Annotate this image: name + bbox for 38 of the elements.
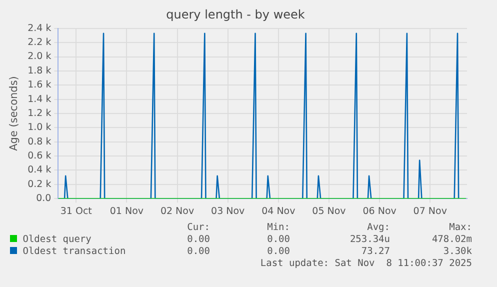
text: 0.00 <box>187 234 210 245</box>
text: 0.00 <box>187 246 210 257</box>
text: 0.00 <box>267 246 290 257</box>
text: 3.30k <box>443 246 472 257</box>
y-tick-label: 2.4 k <box>28 22 52 34</box>
y-tick-label: 0.6 k <box>28 150 52 162</box>
x-tick-label: 02 Nov <box>160 206 194 217</box>
text: 478.02m <box>432 234 472 245</box>
y-tick-label: 1.2 k <box>28 108 52 119</box>
chart-title: query length - by week <box>166 7 305 22</box>
y-tick-label: 0.4 k <box>28 164 52 176</box>
y-tick-label: 1.0 k <box>28 122 52 134</box>
text: Max: <box>449 222 472 233</box>
x-tick-label: 01 Nov <box>110 206 144 217</box>
y-tick-label: 0.0 <box>36 193 52 204</box>
x-tick-label: 03 Nov <box>211 206 246 217</box>
y-tick-label: 2.2 k <box>28 37 52 48</box>
y-tick-label: 1.8 k <box>28 65 52 76</box>
y-tick-label: 1.6 k <box>28 80 52 91</box>
x-tick-label: 04 Nov <box>262 206 296 217</box>
y-tick-label: 0.8 k <box>28 136 52 148</box>
text: Cur: <box>187 222 210 233</box>
y-tick-label: 1.4 k <box>28 94 52 105</box>
x-tick-label: 31 Oct <box>60 206 92 217</box>
legend-label: Oldest query <box>22 234 92 245</box>
text: Avg: <box>367 222 390 233</box>
y-tick-label: 0.2 k <box>28 178 52 190</box>
x-tick-label: 07 Nov <box>413 206 448 217</box>
y-axis-title: Age (seconds) <box>8 76 20 151</box>
text: Min: <box>267 222 290 233</box>
text: 0.00 <box>267 234 290 245</box>
y-tick-label: 2.0 k <box>28 51 52 62</box>
x-tick-label: 06 Nov <box>362 206 397 217</box>
text: 73.27 <box>361 246 390 257</box>
text: 253.34u <box>350 234 390 245</box>
text: Last update: Sat Nov 8 11:00:37 2025 <box>260 258 472 269</box>
legend-label: Oldest transaction <box>22 246 126 257</box>
x-tick-label: 05 Nov <box>312 206 346 217</box>
